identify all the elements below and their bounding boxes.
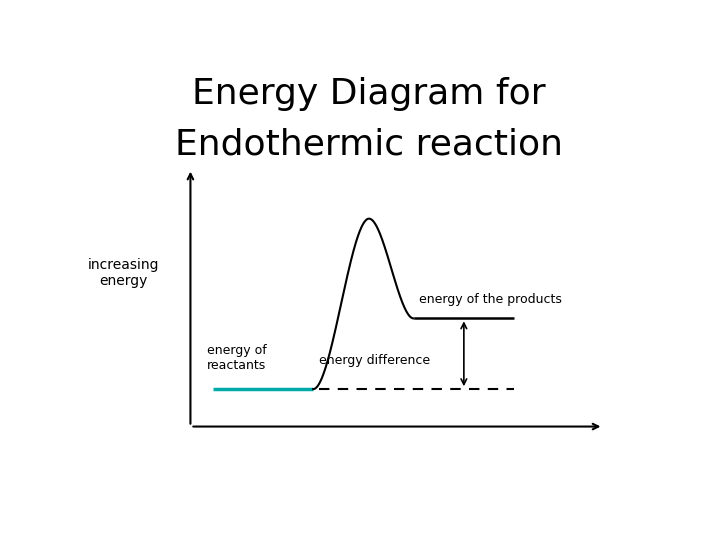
Text: Endothermic reaction: Endothermic reaction	[175, 127, 563, 161]
Text: increasing
energy: increasing energy	[88, 258, 159, 288]
Text: energy of the products: energy of the products	[419, 293, 562, 306]
Text: energy of
reactants: energy of reactants	[207, 345, 267, 373]
Text: energy difference: energy difference	[319, 354, 430, 367]
Text: Energy Diagram for: Energy Diagram for	[192, 77, 546, 111]
